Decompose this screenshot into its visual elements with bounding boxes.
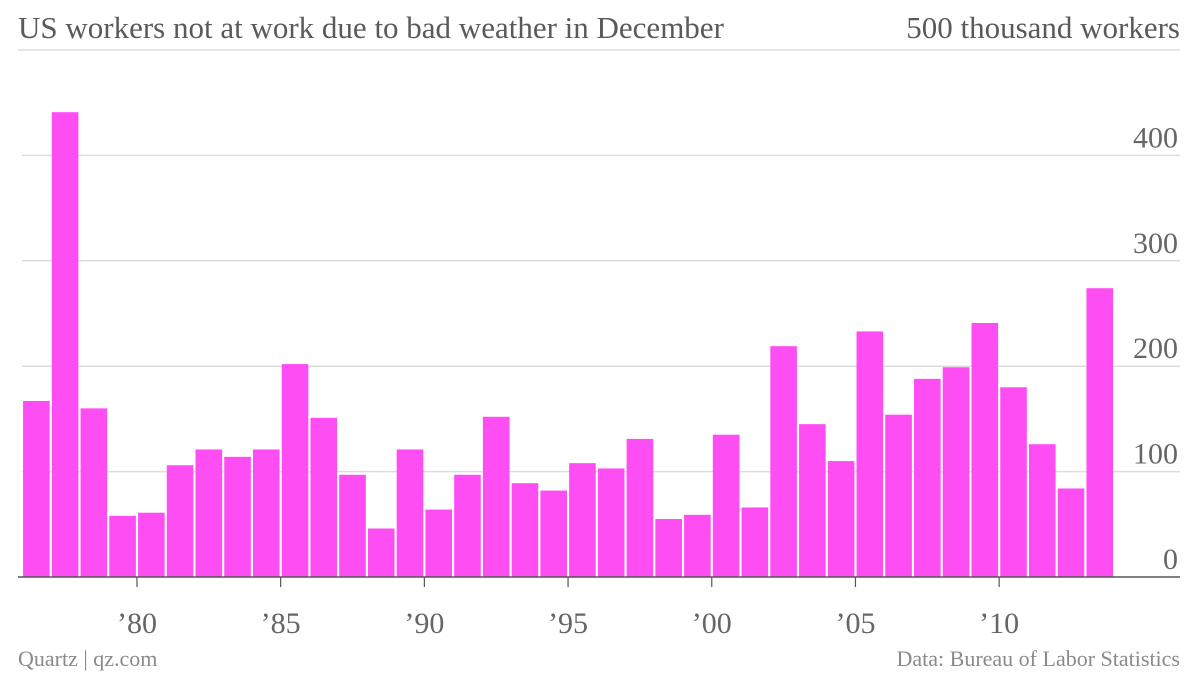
y-tick-label: 100 <box>1133 438 1178 471</box>
x-tick-label: ’85 <box>261 607 301 640</box>
x-tick-label: ’10 <box>979 607 1019 640</box>
bar-1999 <box>684 514 711 577</box>
x-tick-label: ’95 <box>548 607 588 640</box>
bar-2003 <box>799 424 826 577</box>
y-tick-label: 200 <box>1133 332 1178 365</box>
bar-1998 <box>655 519 682 577</box>
bar-1991 <box>454 474 481 577</box>
chart-title: US workers not at work due to bad weathe… <box>18 10 724 45</box>
bar-1989 <box>396 449 424 577</box>
bar-2005 <box>856 331 884 577</box>
y-tick-label: 300 <box>1133 227 1178 260</box>
bar-1990 <box>425 509 453 577</box>
bar-1981 <box>166 465 194 577</box>
bar-1982 <box>195 449 223 577</box>
bar-2008 <box>942 367 970 577</box>
x-tick-label: ’90 <box>404 607 444 640</box>
bar-2001 <box>741 507 769 577</box>
x-tick-label: ’05 <box>835 607 875 640</box>
bar-1986 <box>310 417 338 577</box>
bar-1978 <box>80 408 108 577</box>
bar-2004 <box>827 461 855 577</box>
bars <box>23 112 1114 577</box>
bar-1992 <box>482 416 510 577</box>
bar-1995 <box>569 463 596 577</box>
bar-1996 <box>597 468 625 577</box>
x-tick-label: ’80 <box>117 607 157 640</box>
bar-1985 <box>281 364 309 577</box>
bar-1987 <box>339 474 366 577</box>
axes: 0 100 200 300 400 ’80 ’85 ’90 ’95 ’00 ’05 ’10 <box>18 121 1180 640</box>
y-tick-label: 400 <box>1133 121 1178 154</box>
bar-2007 <box>914 378 941 577</box>
bar-1979 <box>109 515 136 577</box>
x-tick-label: ’00 <box>692 607 732 640</box>
bar-1993 <box>511 483 539 577</box>
bar-2002 <box>770 346 797 577</box>
bar-1976 <box>23 400 50 577</box>
bar-2012 <box>1057 488 1085 577</box>
bar-1983 <box>224 456 251 577</box>
bar-1980 <box>138 512 165 577</box>
bar-1984 <box>252 449 280 577</box>
bar-1994 <box>540 490 567 577</box>
bar-2006 <box>885 414 912 577</box>
bar-2013 <box>1086 288 1114 577</box>
bar-2000 <box>712 434 740 577</box>
y-tick-label: 0 <box>1163 543 1178 576</box>
bar-2011 <box>1028 444 1056 577</box>
source-credit: Quartz | qz.com <box>18 646 158 671</box>
bar-2010 <box>1000 387 1027 577</box>
bar-1997 <box>626 438 654 577</box>
bar-1988 <box>367 528 395 577</box>
bar-1977 <box>51 112 79 577</box>
data-source: Data: Bureau of Labor Statistics <box>896 646 1180 671</box>
unit-label: 500 thousand workers <box>906 10 1180 45</box>
bar-2009 <box>971 322 999 577</box>
